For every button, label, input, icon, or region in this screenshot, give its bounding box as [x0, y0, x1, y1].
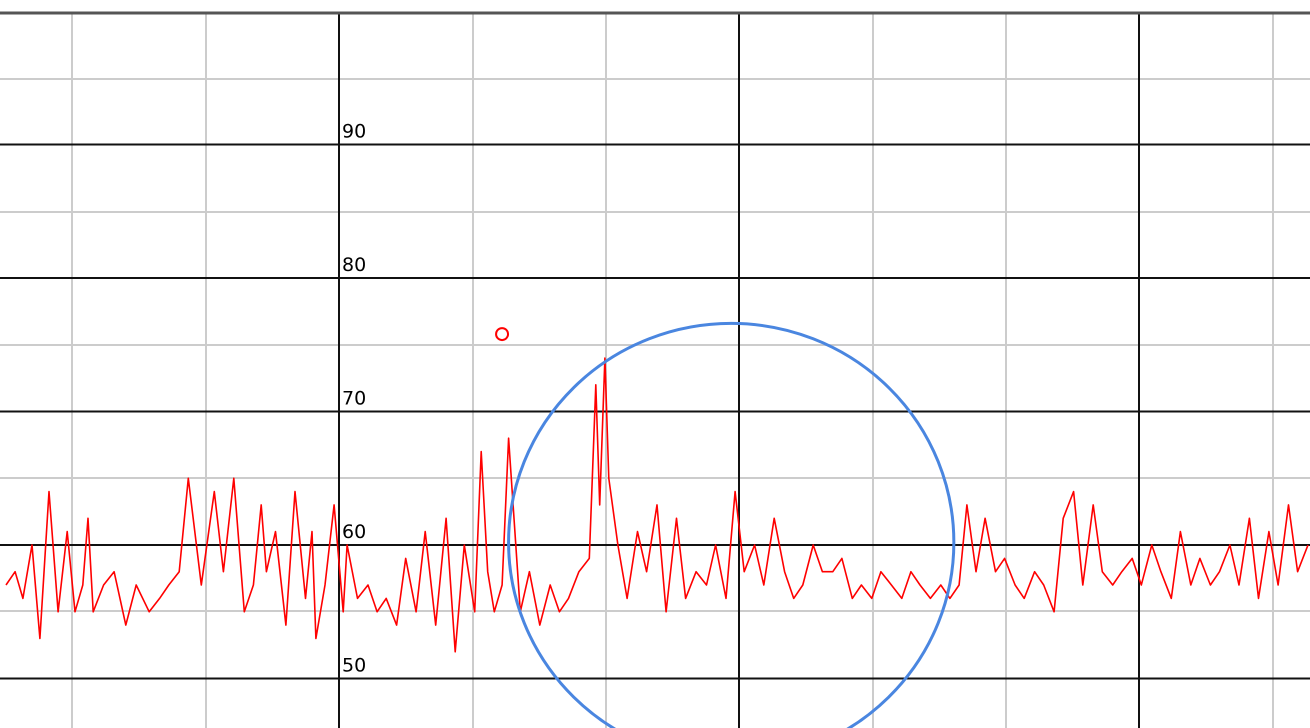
highlight-circle — [507, 321, 956, 728]
series-layer — [5, 357, 1309, 653]
y-tick-label-50: 50 — [342, 655, 366, 677]
annotation-layer — [495, 321, 956, 728]
y-tick-label-70: 70 — [342, 388, 366, 410]
y-tick-labels: 50 60 70 80 90 — [342, 121, 366, 677]
major-vertical-gridlines — [338, 14, 1140, 728]
peak-marker — [495, 327, 510, 342]
series-line-0 — [5, 357, 1309, 653]
minor-vertical-gridlines — [71, 14, 1274, 728]
y-tick-label-90: 90 — [342, 121, 366, 143]
minor-horizontal-gridlines — [0, 78, 1310, 612]
y-tick-label-60: 60 — [342, 521, 366, 543]
major-horizontal-gridlines — [0, 143, 1310, 680]
y-tick-label-80: 80 — [342, 254, 366, 276]
